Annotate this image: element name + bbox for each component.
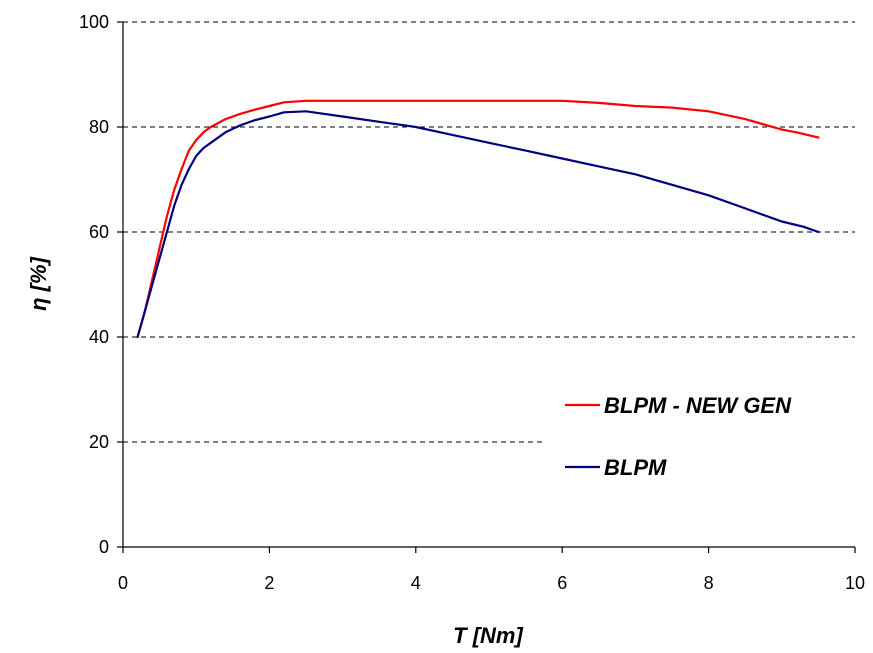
x-tick-label-4: 4 xyxy=(411,573,421,593)
x-tick-label-0: 0 xyxy=(118,573,128,593)
y-tick-label-80: 80 xyxy=(89,117,109,137)
x-axis-ticks: 0 2 4 6 8 10 xyxy=(118,547,865,593)
legend-label-0: BLPM - NEW GEN xyxy=(604,393,792,418)
series-line-0 xyxy=(136,99,820,339)
x-axis-title: T [Nm] xyxy=(453,623,523,648)
y-axis-title: η [%] xyxy=(26,256,51,310)
grid xyxy=(123,21,855,443)
y-axis-ticks: 0 20 40 60 80 100 xyxy=(79,12,123,557)
x-tick-label-8: 8 xyxy=(704,573,714,593)
x-tick-label-2: 2 xyxy=(264,573,274,593)
legend-label-1: BLPM xyxy=(604,455,667,480)
series-lines xyxy=(136,99,820,339)
x-tick-label-6: 6 xyxy=(557,573,567,593)
y-tick-label-60: 60 xyxy=(89,222,109,242)
series-line-1 xyxy=(136,110,820,339)
axes xyxy=(122,22,855,548)
y-tick-label-20: 20 xyxy=(89,432,109,452)
y-tick-label-100: 100 xyxy=(79,12,109,32)
x-tick-label-10: 10 xyxy=(845,573,865,593)
y-tick-label-40: 40 xyxy=(89,327,109,347)
y-tick-label-0: 0 xyxy=(99,537,109,557)
legend: BLPM - NEW GEN BLPM xyxy=(565,393,792,480)
